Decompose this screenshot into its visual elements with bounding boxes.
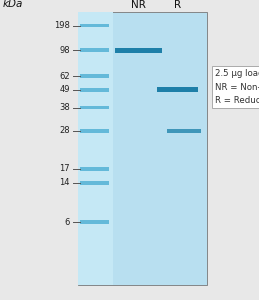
FancyBboxPatch shape xyxy=(80,48,109,52)
FancyBboxPatch shape xyxy=(80,88,109,92)
FancyBboxPatch shape xyxy=(80,74,109,78)
Text: 14: 14 xyxy=(59,178,70,187)
FancyBboxPatch shape xyxy=(78,12,113,285)
Text: 6: 6 xyxy=(64,218,70,227)
Text: R: R xyxy=(174,1,181,10)
FancyBboxPatch shape xyxy=(80,24,109,27)
FancyBboxPatch shape xyxy=(80,129,109,133)
FancyBboxPatch shape xyxy=(78,12,207,285)
Text: kDa: kDa xyxy=(3,0,23,9)
FancyBboxPatch shape xyxy=(157,87,198,92)
FancyBboxPatch shape xyxy=(167,129,201,133)
Text: 62: 62 xyxy=(59,72,70,81)
Text: 17: 17 xyxy=(59,164,70,173)
Text: 98: 98 xyxy=(59,46,70,55)
Text: 38: 38 xyxy=(59,103,70,112)
Text: 49: 49 xyxy=(59,85,70,94)
FancyBboxPatch shape xyxy=(80,167,109,171)
Text: 198: 198 xyxy=(54,21,70,30)
Text: NR: NR xyxy=(131,1,146,10)
FancyBboxPatch shape xyxy=(80,220,109,224)
FancyBboxPatch shape xyxy=(80,106,109,110)
FancyBboxPatch shape xyxy=(80,181,109,185)
FancyBboxPatch shape xyxy=(115,48,162,52)
Text: 2.5 μg loading
NR = Non-reduced
R = Reduced: 2.5 μg loading NR = Non-reduced R = Redu… xyxy=(215,69,259,105)
Text: 28: 28 xyxy=(59,126,70,135)
